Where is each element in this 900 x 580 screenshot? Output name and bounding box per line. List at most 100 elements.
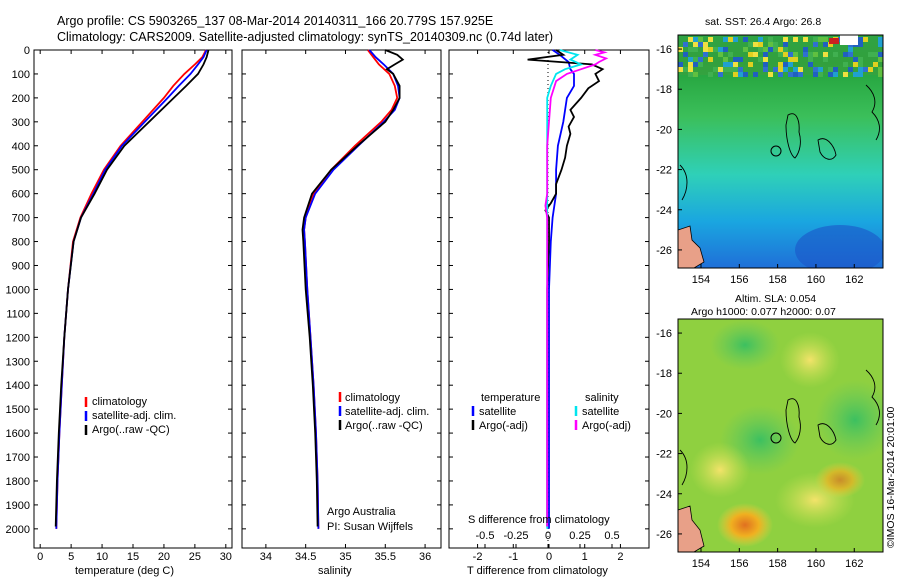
sst-pixel bbox=[803, 52, 808, 57]
sst-pixel bbox=[798, 67, 803, 72]
sst-pixel bbox=[678, 67, 683, 72]
sst-pixel bbox=[803, 47, 808, 52]
x-tick-label: 5 bbox=[68, 551, 74, 563]
sst-pixel bbox=[803, 37, 808, 42]
sst-pixel bbox=[868, 52, 873, 57]
x-tick-label: -1 bbox=[508, 551, 518, 563]
sst-pixel bbox=[778, 52, 783, 57]
legend-argo-raw-label-2: Argo(..raw -QC) bbox=[345, 420, 423, 432]
argo-location-marker bbox=[770, 432, 782, 444]
lon-tick-label: 160 bbox=[807, 274, 825, 286]
sst-pixel bbox=[763, 62, 768, 67]
sst-pixel bbox=[878, 52, 883, 57]
sst-pixel bbox=[753, 52, 758, 57]
sst-pixel bbox=[693, 37, 698, 42]
sst-pixel bbox=[788, 62, 793, 67]
s-diff-tick-label: 0.5 bbox=[604, 530, 619, 542]
sst-pixel bbox=[868, 67, 873, 72]
sst-pixel bbox=[683, 52, 688, 57]
coastline bbox=[678, 505, 705, 552]
lon-tick-label: 154 bbox=[692, 274, 710, 286]
sst-pixel bbox=[808, 52, 813, 57]
sst-pixel bbox=[863, 37, 868, 42]
y-tick-label: 1500 bbox=[6, 404, 30, 416]
s-diff-tick-label: 0 bbox=[545, 530, 551, 542]
sst-pixel bbox=[778, 62, 783, 67]
sst-pixel bbox=[858, 67, 863, 72]
sst-pixel bbox=[848, 47, 853, 52]
reef-contour bbox=[785, 113, 801, 159]
y-tick-label: 1400 bbox=[6, 380, 30, 392]
x-tick-label: 1 bbox=[582, 551, 588, 563]
lat-tick-label: -26 bbox=[656, 245, 672, 257]
sst-pixel bbox=[703, 47, 708, 52]
sst-pixel bbox=[783, 37, 788, 42]
sla-map-title-2: Argo h1000: 0.077 h2000: 0.07 bbox=[691, 306, 836, 318]
sst-pixel bbox=[758, 47, 763, 52]
sst-pixel bbox=[793, 67, 798, 72]
series-line bbox=[301, 49, 405, 527]
sst-pixel bbox=[878, 42, 883, 47]
sst-pixel bbox=[778, 72, 783, 77]
x-tick-label: 25 bbox=[189, 551, 201, 563]
y-tick-label: 600 bbox=[12, 189, 30, 201]
sst-pixel bbox=[808, 62, 813, 67]
sst-pixel bbox=[688, 47, 693, 52]
temperature-profile-panel: 0100200300400500600700800900100011001200… bbox=[6, 45, 233, 577]
sla-map: -16 -18 -20 -22 -24 -26 154 156 158 160 162 bbox=[656, 318, 884, 570]
difference-legend: temperature salinity satellite Argo(-adj… bbox=[471, 392, 631, 432]
salinity-legend: climatology satellite-adj. clim. Argo(..… bbox=[338, 392, 429, 432]
sst-pixel bbox=[813, 42, 818, 47]
sst-pixel bbox=[813, 67, 818, 72]
sst-pixel bbox=[733, 67, 738, 72]
lon-tick-label: 158 bbox=[768, 558, 786, 570]
series-line bbox=[527, 49, 605, 527]
sst-pixel bbox=[738, 57, 743, 62]
lat-tick-label: -16 bbox=[656, 328, 672, 340]
sst-pixel bbox=[743, 47, 748, 52]
sst-pixel bbox=[733, 37, 738, 42]
temperature-xlabel: temperature (deg C) bbox=[75, 565, 174, 577]
sst-pixel bbox=[783, 52, 788, 57]
sla-high-patch bbox=[690, 442, 750, 498]
sst-pixel bbox=[698, 57, 703, 62]
s-diff-tick-label: -0.25 bbox=[503, 530, 528, 542]
lat-tick-label: -16 bbox=[656, 44, 672, 56]
x-tick-label: 10 bbox=[96, 551, 108, 563]
sst-pixel bbox=[728, 52, 733, 57]
y-tick-label: 1800 bbox=[6, 476, 30, 488]
sst-pixel bbox=[828, 67, 833, 72]
sst-pixel bbox=[708, 57, 713, 62]
sst-pixel bbox=[693, 42, 698, 47]
sst-pixel bbox=[878, 67, 883, 72]
sst-pixel bbox=[833, 67, 838, 72]
lat-tick-label: -22 bbox=[656, 449, 672, 461]
sst-pixel bbox=[863, 67, 868, 72]
sst-pixel bbox=[848, 67, 853, 72]
sst-pixel bbox=[693, 57, 698, 62]
sst-pixel bbox=[698, 62, 703, 67]
lat-tick-label: -20 bbox=[656, 124, 672, 136]
x-tick-label: 34 bbox=[260, 551, 272, 563]
lat-tick-label: -18 bbox=[656, 368, 672, 380]
sst-pixel bbox=[873, 52, 878, 57]
series-line bbox=[548, 49, 575, 529]
sst-pixel bbox=[753, 42, 758, 47]
lon-tick-label: 154 bbox=[692, 558, 710, 570]
sst-pixel bbox=[758, 37, 763, 42]
sst-pixel bbox=[768, 72, 773, 77]
x-tick-label: 0 bbox=[546, 551, 552, 563]
legend-temp-argo-label: Argo(-adj) bbox=[479, 420, 528, 432]
sst-map: -16 -18 -20 -22 -24 -26 154 156 158 160 162 bbox=[656, 34, 884, 286]
sst-pixel bbox=[733, 62, 738, 67]
sst-pixel bbox=[713, 67, 718, 72]
sst-pixel bbox=[783, 42, 788, 47]
x-tick-label: 35 bbox=[339, 551, 351, 563]
sst-pixel bbox=[688, 67, 693, 72]
y-tick-label: 1300 bbox=[6, 356, 30, 368]
argo-australia-label: Argo Australia bbox=[327, 506, 396, 518]
reef-contour bbox=[817, 423, 837, 445]
sst-pixel bbox=[808, 57, 813, 62]
lat-tick-label: -22 bbox=[656, 165, 672, 177]
